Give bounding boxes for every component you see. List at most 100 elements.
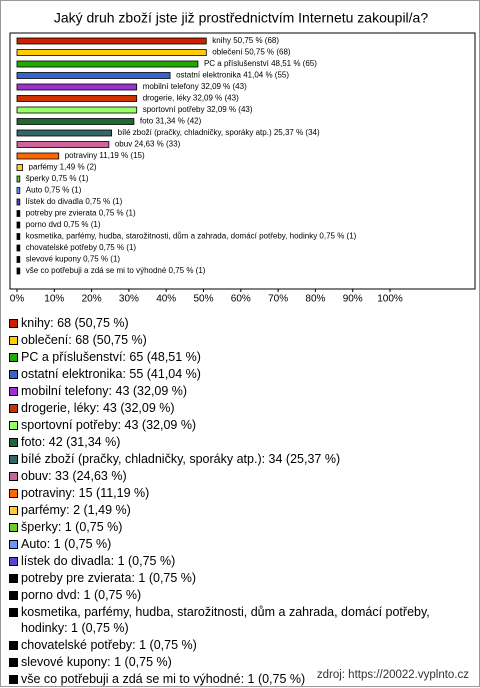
x-tick-label: 30% (119, 294, 139, 305)
legend-swatch (9, 353, 18, 362)
bar-label: PC a příslušenství 48,51 % (65) (204, 59, 317, 68)
legend-swatch (9, 404, 18, 413)
legend-label: foto: 42 (31,34 %) (21, 435, 121, 449)
legend-item: drogerie, léky: 43 (32,09 %) (9, 400, 469, 416)
legend-item: oblečení: 68 (50,75 %) (9, 332, 469, 348)
legend-item: potraviny: 15 (11,19 %) (9, 485, 469, 501)
legend-swatch (9, 641, 18, 651)
legend-swatch (9, 591, 18, 600)
legend-swatch (9, 336, 18, 345)
legend-swatch (9, 557, 18, 566)
bar-label: drogerie, léky 32,09 % (43) (143, 94, 239, 103)
legend-label: vše co potřebuji a zdá se mi to výhodné:… (21, 672, 306, 687)
legend-item: potreby pre zvierata: 1 (0,75 %) (9, 570, 469, 586)
bar (16, 187, 21, 194)
legend-label: bílé zboží (pračky, chladničky, sporáky … (21, 452, 341, 466)
bar (16, 60, 199, 68)
legend-swatch (9, 421, 18, 430)
bar (16, 256, 21, 263)
legend-swatch (9, 658, 18, 668)
bar-label: knihy 50,75 % (68) (212, 36, 279, 45)
bar-label: kosmetika, parfémy, hudba, starožitnosti… (26, 232, 357, 241)
bar (16, 49, 207, 56)
bar-label: porno dvd 0,75 % (1) (26, 220, 101, 229)
legend-label: lístek do divadla: 1 (0,75 %) (21, 554, 176, 568)
bar (16, 106, 138, 114)
bar (16, 198, 21, 206)
legend-swatch (9, 574, 18, 583)
x-tick-label: 40% (156, 294, 176, 305)
legend-label: oblečení: 68 (50,75 %) (21, 333, 147, 347)
bar (16, 37, 207, 45)
legend-label: chovatelské potřeby: 1 (0,75 %) (21, 638, 197, 653)
legend-item: bílé zboží (pračky, chladničky, sporáky … (9, 451, 469, 467)
legend-item: knihy: 68 (50,75 %) (9, 315, 469, 331)
legend-item: kosmetika, parfémy, hudba, starožitnosti… (9, 604, 469, 637)
legend-swatch (9, 455, 18, 464)
bar-label: sportovní potřeby 32,09 % (43) (143, 105, 253, 114)
legend-swatch (9, 319, 18, 328)
bar-label: šperky 0,75 % (1) (26, 174, 89, 183)
legend-swatch (9, 675, 18, 685)
bar-label: ostatní elektronika 41,04 % (55) (176, 71, 289, 80)
x-tick-label: 10% (44, 294, 64, 305)
bar-label: potreby pre zvierata 0,75 % (1) (26, 209, 136, 218)
legend-item: šperky: 1 (0,75 %) (9, 519, 469, 535)
legend-item: slevové kupony: 1 (0,75 %) (9, 654, 469, 670)
bar (16, 152, 60, 160)
legend-label: drogerie, léky: 43 (32,09 %) (21, 401, 175, 415)
legend: knihy: 68 (50,75 %) oblečení: 68 (50,75 %… (9, 315, 469, 688)
bar-label: foto 31,34 % (42) (140, 117, 202, 126)
legend-label: potreby pre zvierata: 1 (0,75 %) (21, 571, 197, 585)
legend-item: mobilní telefony: 43 (32,09 %) (9, 383, 469, 399)
legend-swatch (9, 370, 18, 379)
plot-frame (9, 32, 476, 290)
bar (16, 175, 21, 183)
bar-label: potraviny 11,19 % (15) (65, 151, 145, 160)
bar (16, 221, 21, 229)
legend-item: vše co potřebuji a zdá se mi to výhodné:… (9, 671, 469, 687)
legend-label: šperky: 1 (0,75 %) (21, 520, 123, 534)
source: zdroj: https://20022.vyplnto.cz (316, 669, 469, 681)
legend-swatch (9, 608, 18, 617)
x-tick-label: 20% (82, 294, 102, 305)
legend-swatch (9, 506, 18, 515)
legend-item: foto: 42 (31,34 %) (9, 434, 469, 450)
legend-swatch (9, 540, 18, 549)
legend-label: potraviny: 15 (11,19 %) (21, 486, 150, 500)
x-tick-label: 90% (343, 294, 363, 305)
bar (16, 267, 21, 275)
x-tick-label: 70% (268, 294, 288, 305)
legend-item: sportovní potřeby: 43 (32,09 %) (9, 417, 469, 433)
bar (16, 72, 171, 79)
x-tick-label: 100% (377, 294, 403, 305)
bar (16, 244, 21, 252)
bar (16, 129, 113, 137)
bar (16, 118, 135, 125)
legend-label: sportovní potřeby: 43 (32,09 %) (21, 418, 197, 432)
bar-label: oblečení 50,75 % (68) (212, 48, 291, 57)
legend-item: ostatní elektronika: 55 (41,04 %) (9, 366, 469, 382)
bar-label: vše co potřebuji a zdá se mi to výhodné … (26, 266, 206, 275)
legend-label: Auto: 1 (0,75 %) (21, 537, 112, 551)
legend-item: Auto: 1 (0,75 %) (9, 536, 469, 552)
legend-label: PC a příslušenství: 65 (48,51 %) (21, 350, 201, 364)
legend-swatch (9, 472, 18, 481)
legend-item: chovatelské potřeby: 1 (0,75 %) (9, 637, 469, 653)
bar (16, 233, 21, 240)
legend-label: mobilní telefony: 43 (32,09 %) (21, 384, 188, 398)
bar-label: chovatelské potřeby 0,75 % (1) (26, 243, 137, 252)
bar (16, 210, 21, 217)
legend-item: parfémy: 2 (1,49 %) (9, 502, 469, 518)
x-tick-label: 60% (231, 294, 251, 305)
legend-item: lístek do divadla: 1 (0,75 %) (9, 553, 469, 569)
legend-label: slevové kupony: 1 (0,75 %) (21, 655, 172, 670)
bar-label: mobilní telefony 32,09 % (43) (143, 82, 247, 91)
legend-item: porno dvd: 1 (0,75 %) (9, 587, 469, 603)
x-tick-label: 80% (305, 294, 325, 305)
bar-label: lístek do divadla 0,75 % (1) (26, 197, 123, 206)
legend-label: kosmetika, parfémy, hudba, starožitnosti… (21, 605, 430, 636)
bar-label: parfémy 1,49 % (2) (29, 163, 97, 172)
legend-label: parfémy: 2 (1,49 %) (21, 503, 131, 517)
